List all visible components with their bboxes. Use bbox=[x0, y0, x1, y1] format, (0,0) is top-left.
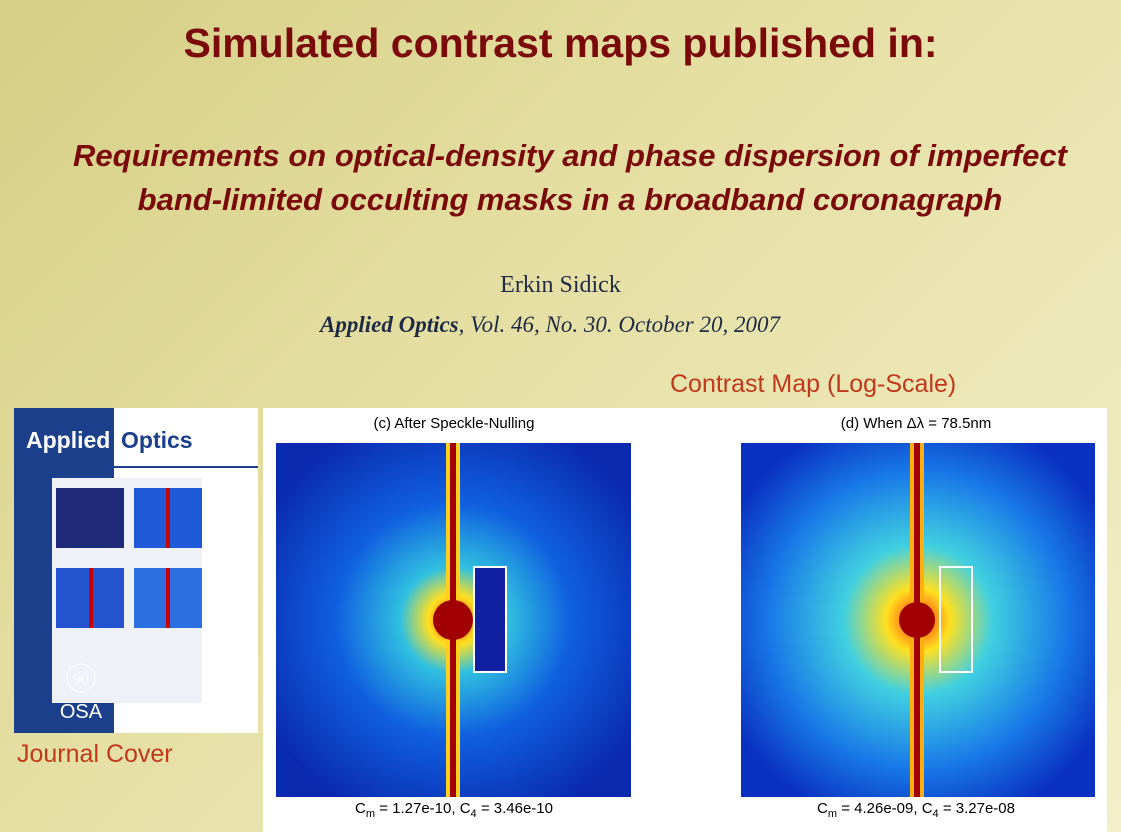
caption-text: C bbox=[355, 800, 366, 817]
slide-title: Simulated contrast maps published in: bbox=[183, 20, 938, 66]
cover-anniversary: 90 bbox=[73, 671, 89, 688]
caption-text: C bbox=[817, 800, 828, 817]
panel-caption: Cm = 4.26e-09, C4 = 3.27e-08 bbox=[736, 800, 1096, 820]
contrast-map bbox=[741, 443, 1095, 797]
citation: Applied Optics, Vol. 46, No. 30. October… bbox=[0, 312, 1100, 338]
contrast-map-label: Contrast Map (Log-Scale) bbox=[670, 370, 957, 398]
author: Erkin Sidick bbox=[500, 272, 621, 298]
cover-art: Applied Optics 90 OSA bbox=[14, 408, 258, 733]
caption-text: = 1.27e-10, C bbox=[375, 800, 471, 817]
paper-title: Requirements on optical-density and phas… bbox=[73, 138, 1067, 217]
panel-title: (d) When Δλ = 78.5nm bbox=[840, 415, 992, 432]
caption-subscript: m bbox=[365, 808, 376, 820]
citation-details: , Vol. 46, No. 30. October 20, 2007 bbox=[458, 312, 780, 337]
panel-caption: Cm = 1.27e-10, C4 = 3.46e-10 bbox=[274, 800, 634, 820]
panel-title: (c) After Speckle-Nulling bbox=[373, 415, 535, 432]
contrast-map bbox=[276, 443, 631, 797]
caption-subscript: 4 bbox=[932, 808, 939, 820]
journal: Applied Optics bbox=[320, 312, 459, 337]
caption-text: = 3.46e-10 bbox=[476, 800, 553, 817]
journal-cover: Applied Optics 90 OSA bbox=[14, 408, 258, 733]
journal-cover-label: Journal Cover bbox=[17, 740, 173, 768]
cover-title-2: Optics bbox=[121, 427, 193, 453]
cover-title-1: Applied bbox=[26, 427, 110, 453]
caption-text: = 3.27e-08 bbox=[938, 800, 1015, 817]
caption-subscript: m bbox=[827, 808, 838, 820]
cover-logo: OSA bbox=[60, 701, 103, 723]
caption-subscript: 4 bbox=[470, 808, 477, 820]
caption-text: = 4.26e-09, C bbox=[837, 800, 933, 817]
